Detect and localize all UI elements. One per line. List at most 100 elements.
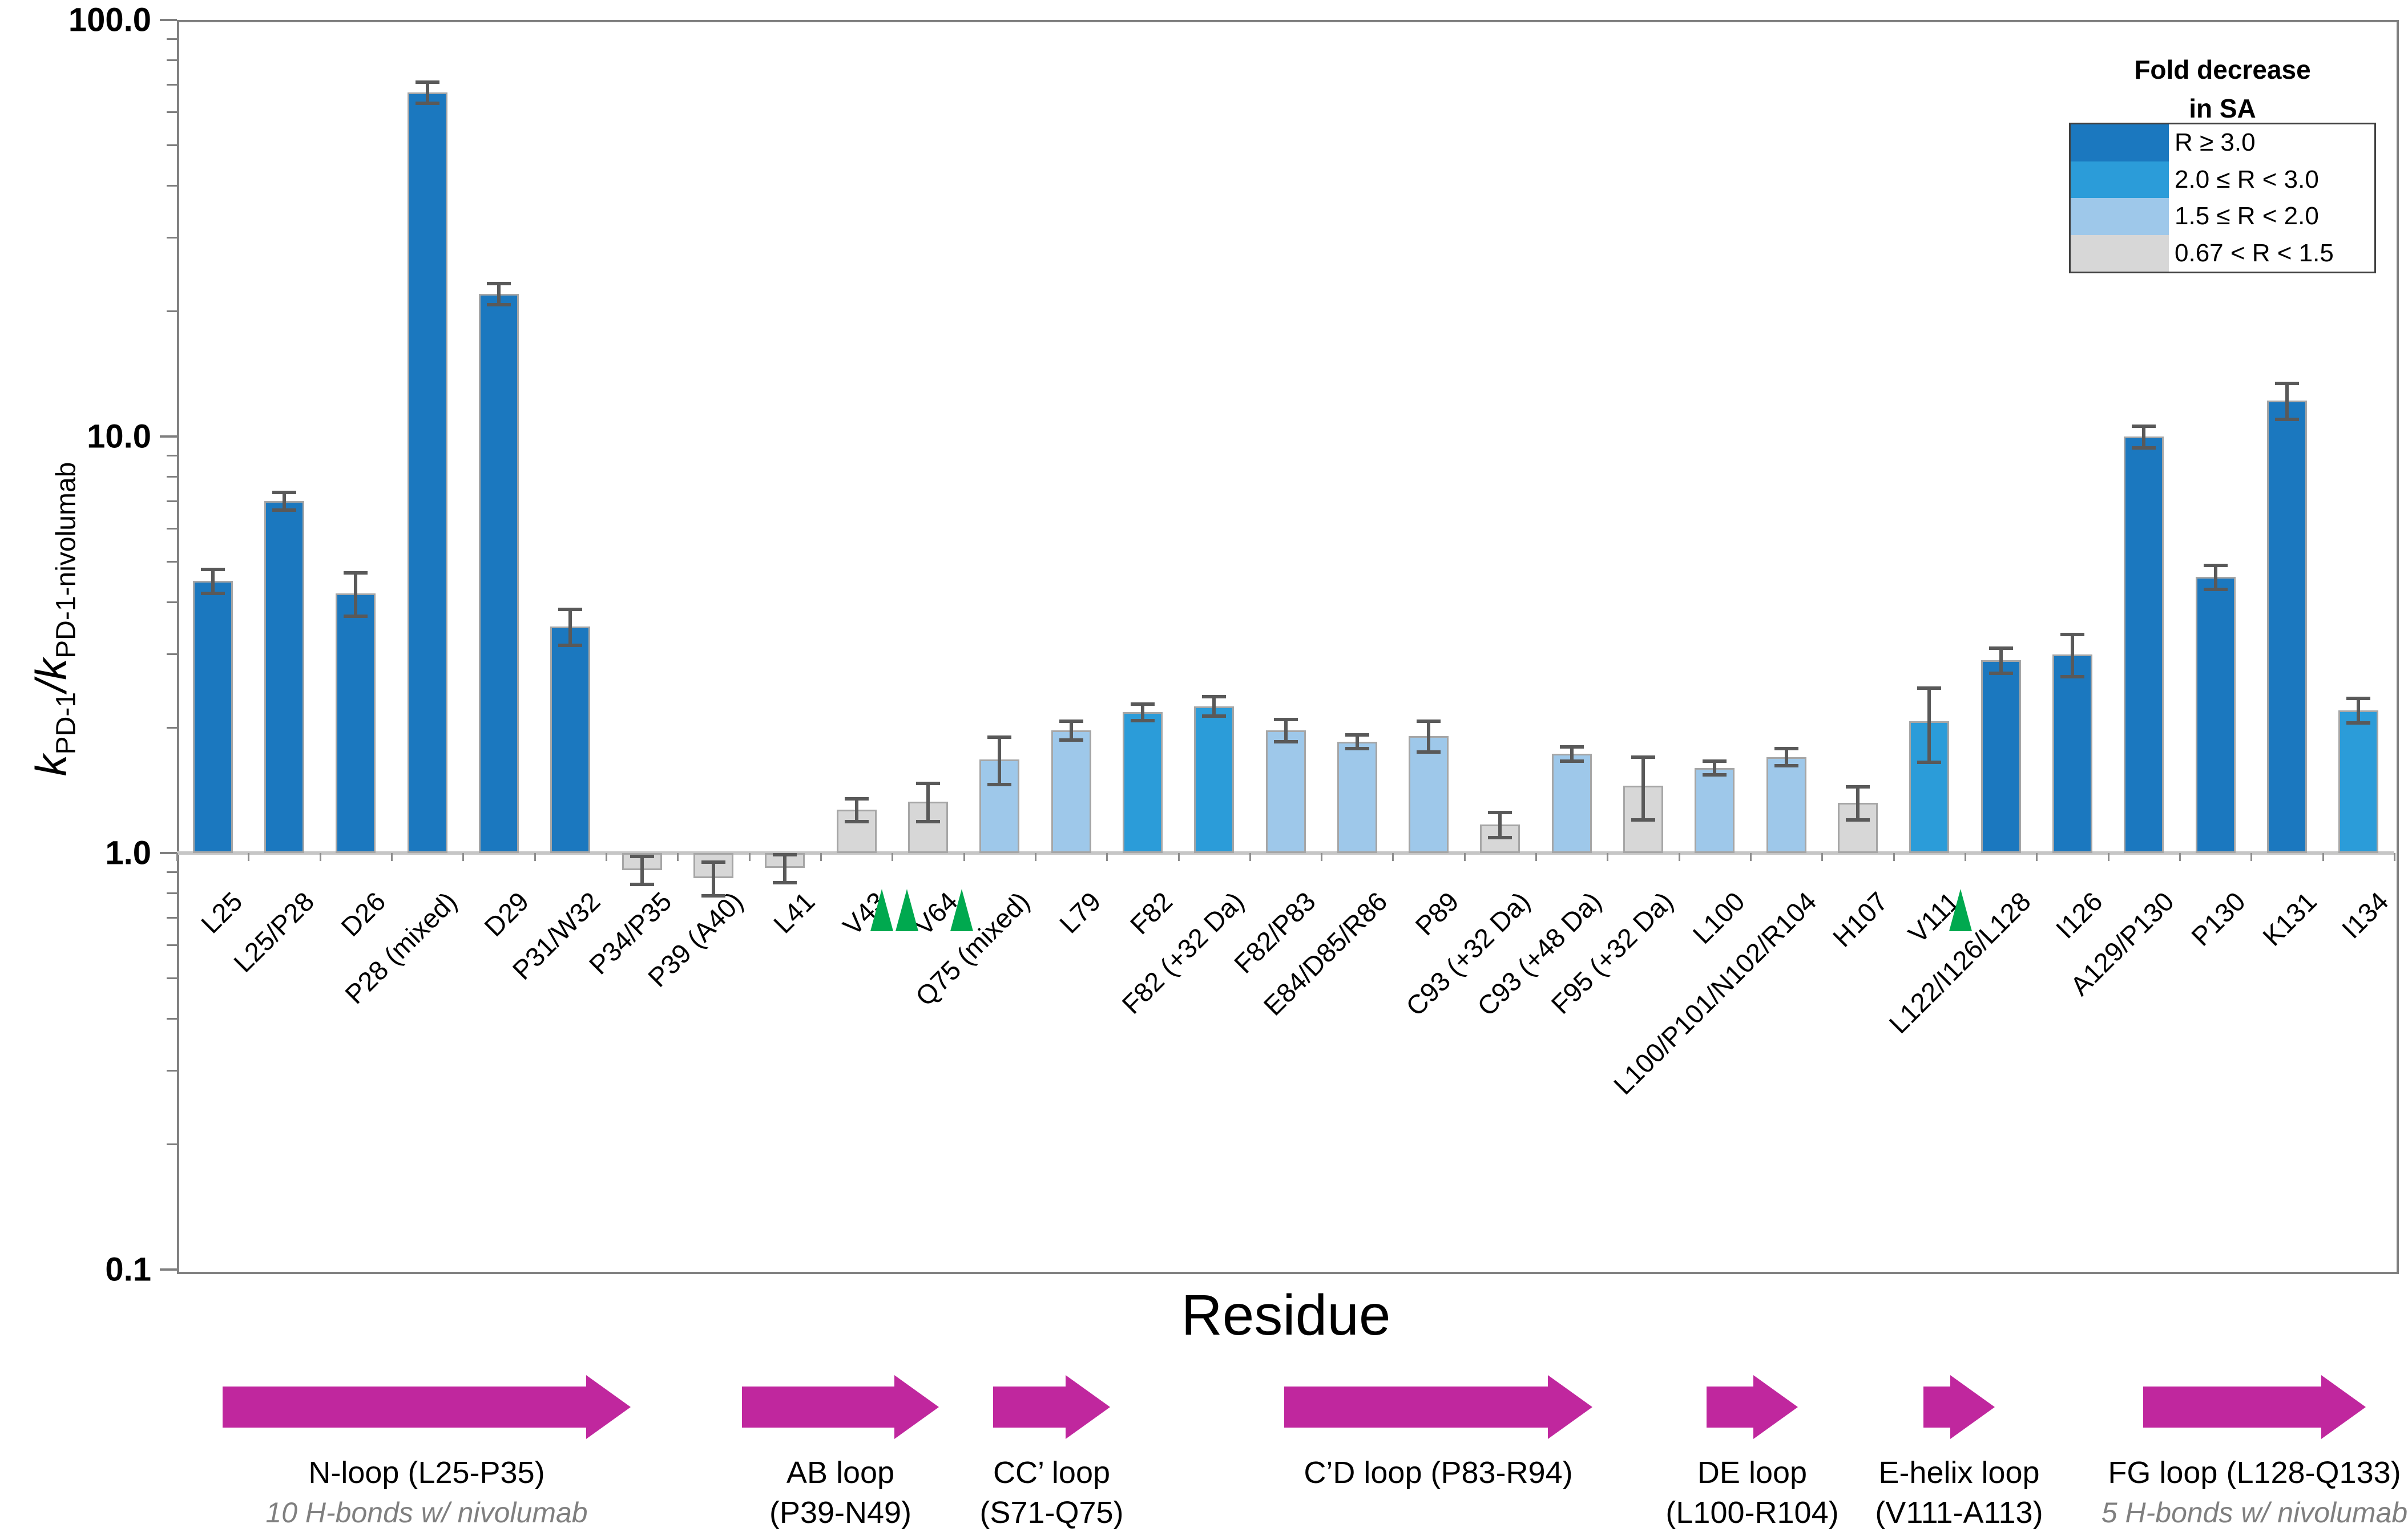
loop-arrow <box>1923 1387 1950 1428</box>
category-axis-tick <box>2394 853 2395 861</box>
y-axis-minor-tick <box>167 561 177 563</box>
error-bar <box>1427 721 1431 752</box>
error-bar-cap-bottom <box>630 883 654 887</box>
y-axis-minor-tick <box>167 916 177 919</box>
legend-label: 2.0 ≤ R < 3.0 <box>2175 165 2319 193</box>
error-bar-cap-top <box>200 567 225 571</box>
error-bar <box>1999 648 2003 674</box>
error-bar-cap-top <box>1059 720 1083 723</box>
error-bar-cap-bottom <box>344 615 368 619</box>
legend-title-line1: Fold decrease <box>2134 55 2311 84</box>
category-axis-tick <box>1965 853 1967 861</box>
category-axis-tick <box>1607 853 1609 861</box>
y-axis-major-tick <box>160 19 177 21</box>
category-axis-line <box>177 851 2394 855</box>
y-axis-minor-tick <box>167 59 177 62</box>
y-axis-minor-tick <box>167 184 177 187</box>
error-bar-cap-bottom <box>844 819 869 823</box>
y-tick-label: 1.0 <box>105 834 151 872</box>
y-axis-minor-tick <box>167 601 177 603</box>
error-bar-cap-top <box>272 490 296 494</box>
error-bar <box>1641 757 1645 820</box>
error-bar-cap-top <box>1774 747 1798 751</box>
green-triangle-marker <box>1949 889 1972 931</box>
category-axis-tick <box>534 853 536 861</box>
category-axis-tick <box>2036 853 2038 861</box>
error-bar <box>711 862 715 896</box>
category-axis-tick <box>248 853 250 861</box>
loop-arrow <box>2143 1387 2321 1428</box>
category-axis-tick <box>319 853 321 861</box>
error-bar-cap-bottom <box>1703 773 1727 777</box>
bar <box>1051 730 1091 853</box>
loop-label-line: C’D loop (P83-R94) <box>1304 1456 1573 1490</box>
error-bar-cap-bottom <box>1345 747 1369 751</box>
error-bar-cap-bottom <box>915 819 940 823</box>
category-axis-tick <box>1678 853 1680 861</box>
error-bar-cap-bottom <box>1917 761 1942 765</box>
error-bar <box>1140 704 1144 721</box>
x-axis-title: Residue <box>1181 1283 1391 1347</box>
y-axis-minor-tick <box>167 1070 177 1072</box>
y-axis-minor-tick <box>167 1143 177 1145</box>
category-axis-tick <box>1249 853 1251 861</box>
error-bar <box>2285 383 2289 419</box>
y-axis-minor-tick <box>167 476 177 478</box>
category-axis-tick <box>1535 853 1538 861</box>
error-bar-cap-bottom <box>2203 587 2228 591</box>
loop-label: C’D loop (P83-R94) <box>1304 1453 1572 1493</box>
category-axis-tick <box>1177 853 1180 861</box>
bar <box>1122 712 1163 853</box>
loop-label: FG loop (L128-Q133) 5 H-bonds w/ nivoluma… <box>2102 1453 2407 1533</box>
loop-arrow <box>1707 1387 1753 1428</box>
y-axis-minor-tick <box>167 1017 177 1020</box>
error-bar <box>783 855 787 883</box>
loop-label-subtext: 5 H-bonds w/ nivolumab <box>2101 1497 2408 1529</box>
error-bar-cap-bottom <box>486 303 511 307</box>
error-bar-cap-bottom <box>1273 739 1298 743</box>
green-triangle-marker <box>895 889 918 931</box>
loop-arrow <box>223 1387 586 1428</box>
loop-label-line: (V111-A113) <box>1875 1495 2043 1530</box>
error-bar-cap-bottom <box>1631 818 1656 822</box>
y-axis-minor-tick <box>167 871 177 873</box>
bar <box>2195 577 2236 853</box>
legend-swatch <box>2071 161 2169 198</box>
y-axis-minor-tick <box>167 528 177 530</box>
error-bar <box>354 573 358 617</box>
y-axis-major-tick <box>160 435 177 438</box>
error-bar <box>1069 721 1073 740</box>
error-bar-cap-top <box>1559 745 1584 749</box>
category-axis-tick <box>390 853 393 861</box>
y-axis-minor-tick <box>167 726 177 729</box>
error-bar <box>2142 426 2146 448</box>
error-bar-cap-top <box>915 781 940 785</box>
legend: R ≥ 3.0 2.0 ≤ R < 3.0 1.5 ≤ R < 2.0 0.67 < … <box>2069 123 2376 273</box>
y-axis-minor-tick <box>167 500 177 502</box>
bar <box>1695 767 1735 853</box>
green-triangle-marker <box>950 889 974 931</box>
error-bar <box>1927 688 1931 763</box>
error-bar-cap-bottom <box>1488 835 1512 839</box>
bar <box>1909 721 1950 853</box>
loop-label-line: (L100-R104) <box>1665 1495 1839 1530</box>
loop-label-line: CC’ loop <box>993 1456 1111 1490</box>
error-bar <box>2071 634 2075 677</box>
y-axis-minor-tick <box>167 144 177 147</box>
category-axis-tick <box>176 853 178 861</box>
bar <box>1981 660 2021 853</box>
error-bar-cap-top <box>1631 755 1656 759</box>
error-bar-cap-bottom <box>1202 714 1227 718</box>
green-triangle-marker <box>870 889 893 931</box>
legend-title-line2: in SA <box>2189 94 2256 123</box>
legend-label: 0.67 < R < 1.5 <box>2175 239 2334 267</box>
loop-label: E-helix loop (V111-A113) <box>1875 1453 2043 1533</box>
y-tick-label: 0.1 <box>105 1251 151 1288</box>
error-bar-cap-bottom <box>1988 672 2013 676</box>
loop-arrow-head <box>586 1375 631 1439</box>
category-axis-tick <box>748 853 751 861</box>
error-bar-cap-top <box>1988 646 2013 650</box>
loop-arrow <box>1284 1387 1548 1428</box>
loop-label-line: (P39-N49) <box>769 1495 912 1530</box>
error-bar <box>926 783 930 822</box>
